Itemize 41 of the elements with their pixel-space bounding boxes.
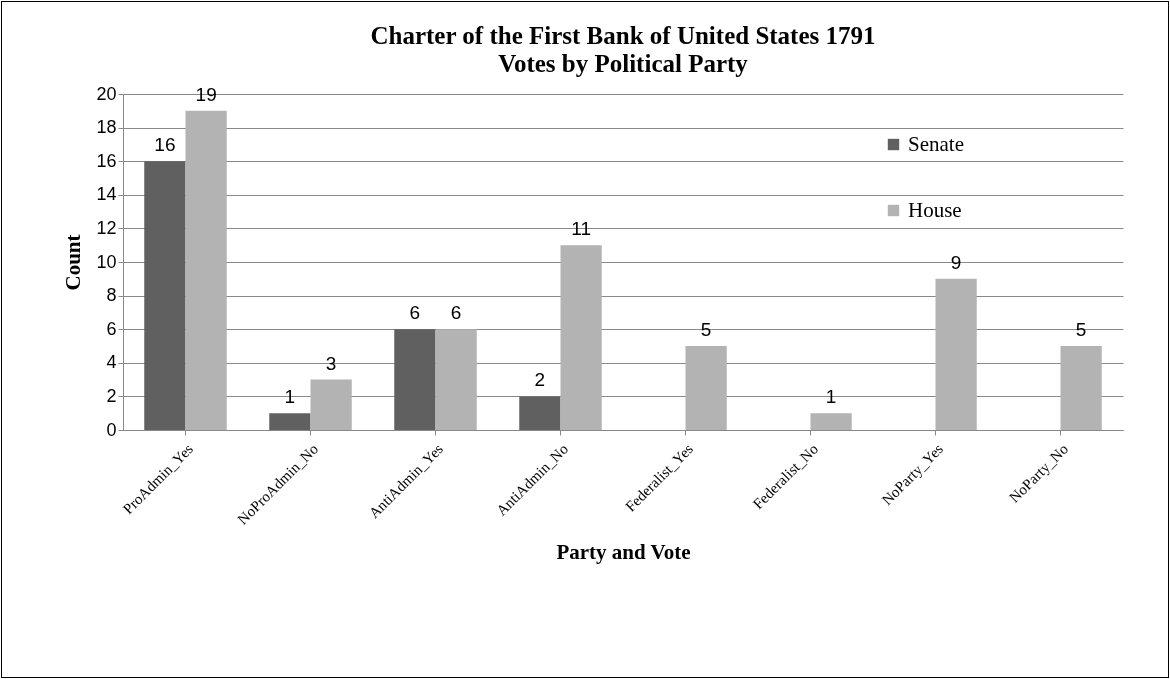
y-tick-label: 18	[96, 117, 117, 138]
data-label: 19	[195, 83, 217, 105]
y-tick-label: 16	[96, 150, 117, 171]
y-axis-title: Count	[61, 234, 86, 291]
data-label: 5	[700, 319, 712, 340]
legend-label: Senate	[908, 131, 964, 156]
bar	[685, 346, 727, 430]
y-tick-label: 0	[106, 419, 117, 440]
data-label: 9	[950, 251, 962, 273]
bar	[1060, 346, 1102, 430]
bar	[810, 413, 852, 430]
y-tick-label: 14	[96, 184, 117, 205]
data-label: 1	[825, 386, 837, 408]
bar	[144, 161, 186, 430]
y-tick-label: 10	[96, 251, 117, 272]
data-label: 1	[284, 386, 296, 408]
bar	[269, 413, 311, 430]
y-tick-label: 12	[96, 217, 117, 238]
bar	[519, 396, 561, 430]
bar	[935, 278, 977, 430]
data-label: 6	[409, 302, 421, 324]
legend-label: House	[908, 197, 962, 222]
data-label: 2	[534, 369, 546, 391]
data-label: 3	[325, 352, 337, 374]
data-label: 16	[154, 134, 176, 156]
data-label: 11	[571, 218, 591, 240]
y-tick-label: 2	[106, 385, 117, 406]
bar	[394, 329, 436, 430]
data-label: 6	[450, 302, 462, 324]
bar	[435, 329, 477, 430]
bar	[560, 245, 602, 430]
y-tick-label: 20	[96, 83, 117, 104]
bar	[185, 110, 227, 430]
y-tick-label: 6	[106, 318, 117, 339]
data-label: 5	[1075, 319, 1087, 340]
chart-subtitle: Votes by Political Party	[498, 50, 749, 77]
bar	[310, 379, 352, 430]
chart-title: Charter of the First Bank of United States 1791	[370, 22, 876, 49]
y-tick-label: 8	[106, 285, 117, 306]
x-axis-title: Party and Vote	[556, 539, 691, 564]
y-tick-label: 4	[106, 352, 117, 373]
